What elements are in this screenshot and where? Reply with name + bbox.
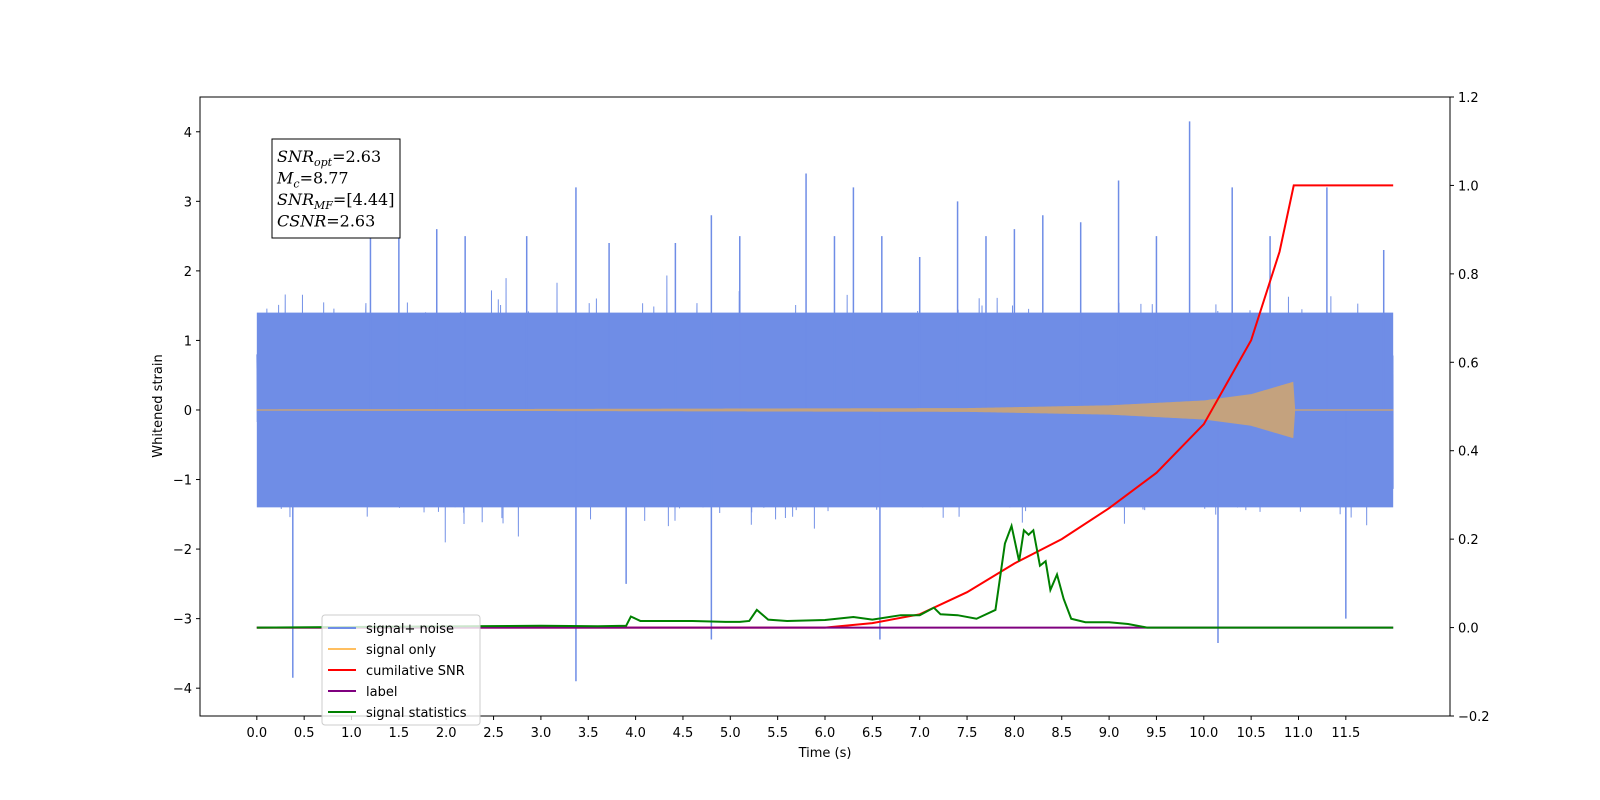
legend-frame [321, 614, 481, 726]
y-tick-label: −2 [173, 543, 192, 558]
annotation-symbol: SNR [277, 147, 314, 166]
x-tick-label: 9.5 [1146, 726, 1167, 741]
tick-layer: 0.0 0.5 1.0 1.5 2.0 2.5 3.0 3.5 4.0 4.5 5.0 5.5 6.0 6… [173, 91, 1490, 741]
y-tick-label: −4 [173, 682, 192, 697]
y-tick-label: −1 [173, 474, 192, 489]
annotation-subscript: c [293, 178, 299, 191]
x-tick-label: 5.5 [767, 726, 788, 741]
annotation-frame [271, 138, 401, 239]
y-tick-label: 1 [184, 334, 192, 349]
x-tick-label: 3.5 [578, 726, 599, 741]
x-tick-label: 3.0 [531, 726, 552, 741]
x-tick-label: 1.5 [389, 726, 410, 741]
annotation-subscript: MF [313, 199, 333, 212]
y-axis-label: Whitened strain [151, 354, 166, 457]
y-tick-label: −3 [173, 613, 192, 628]
annotation-symbol: CSNR [277, 212, 326, 231]
x-axis-label: Time (s) [798, 746, 852, 761]
annotation-value: =8.77 [300, 169, 349, 188]
annotation-line: Mc=8.77 [276, 169, 349, 191]
x-tick-label: 10.5 [1237, 726, 1266, 741]
x-tick-label: 4.5 [673, 726, 694, 741]
y2-tick-label: 0.6 [1458, 356, 1479, 371]
x-tick-label: 1.0 [341, 726, 362, 741]
annotation-line: SNRMF=[4.44] [277, 190, 394, 212]
y-tick-label: 0 [184, 404, 192, 419]
annotation-line: CSNR=2.63 [277, 212, 375, 231]
y2-tick-label: 0.4 [1458, 445, 1479, 460]
x-tick-label: 0.5 [294, 726, 315, 741]
annotation-value: =2.63 [326, 212, 375, 231]
x-tick-label: 6.5 [862, 726, 883, 741]
annotation-value: =[4.44] [333, 190, 395, 209]
x-tick-label: 8.5 [1051, 726, 1072, 741]
annotation-value: =2.63 [332, 147, 381, 166]
legend-label: cumilative SNR [366, 664, 465, 679]
annotation-symbol: M [276, 169, 294, 188]
series-cumulative-snr [256, 184, 1394, 629]
x-tick-label: 7.5 [957, 726, 978, 741]
x-tick-label: 10.0 [1189, 726, 1218, 741]
x-tick-label: 11.0 [1284, 726, 1313, 741]
y2-tick-label: −0.2 [1458, 710, 1490, 725]
x-tick-label: 0.0 [246, 726, 267, 741]
y-tick-label: 3 [184, 195, 192, 210]
x-tick-label: 2.0 [436, 726, 457, 741]
legend: signal+ noise signal only cumilative SNR la… [321, 614, 481, 726]
plot-area [256, 121, 1394, 682]
x-tick-label: 9.0 [1099, 726, 1120, 741]
series-signal-statistics [256, 522, 1394, 629]
legend-label: signal+ noise [366, 622, 454, 637]
legend-label: signal statistics [366, 706, 467, 721]
x-tick-label: 2.5 [483, 726, 504, 741]
annotation-symbol: SNR [277, 190, 314, 209]
x-tick-label: 11.5 [1331, 726, 1360, 741]
y-tick-label: 4 [184, 126, 192, 141]
annotation-line: SNRopt=2.63 [277, 147, 381, 169]
y2-tick-label: 0.8 [1458, 268, 1479, 283]
y2-tick-label: 0.2 [1458, 533, 1479, 548]
x-tick-label: 4.0 [625, 726, 646, 741]
x-tick-label: 7.0 [909, 726, 930, 741]
x-tick-label: 5.0 [720, 726, 741, 741]
y-tick-label: 2 [184, 265, 192, 280]
y2-tick-label: 1.2 [1458, 91, 1479, 106]
annotation-subscript: opt [314, 156, 333, 169]
x-tick-label: 6.0 [815, 726, 836, 741]
legend-label: label [366, 685, 397, 700]
legend-label: signal only [366, 643, 436, 658]
y2-tick-label: 1.0 [1458, 179, 1479, 194]
y2-tick-label: 0.0 [1458, 622, 1479, 637]
x-tick-label: 8.0 [1004, 726, 1025, 741]
